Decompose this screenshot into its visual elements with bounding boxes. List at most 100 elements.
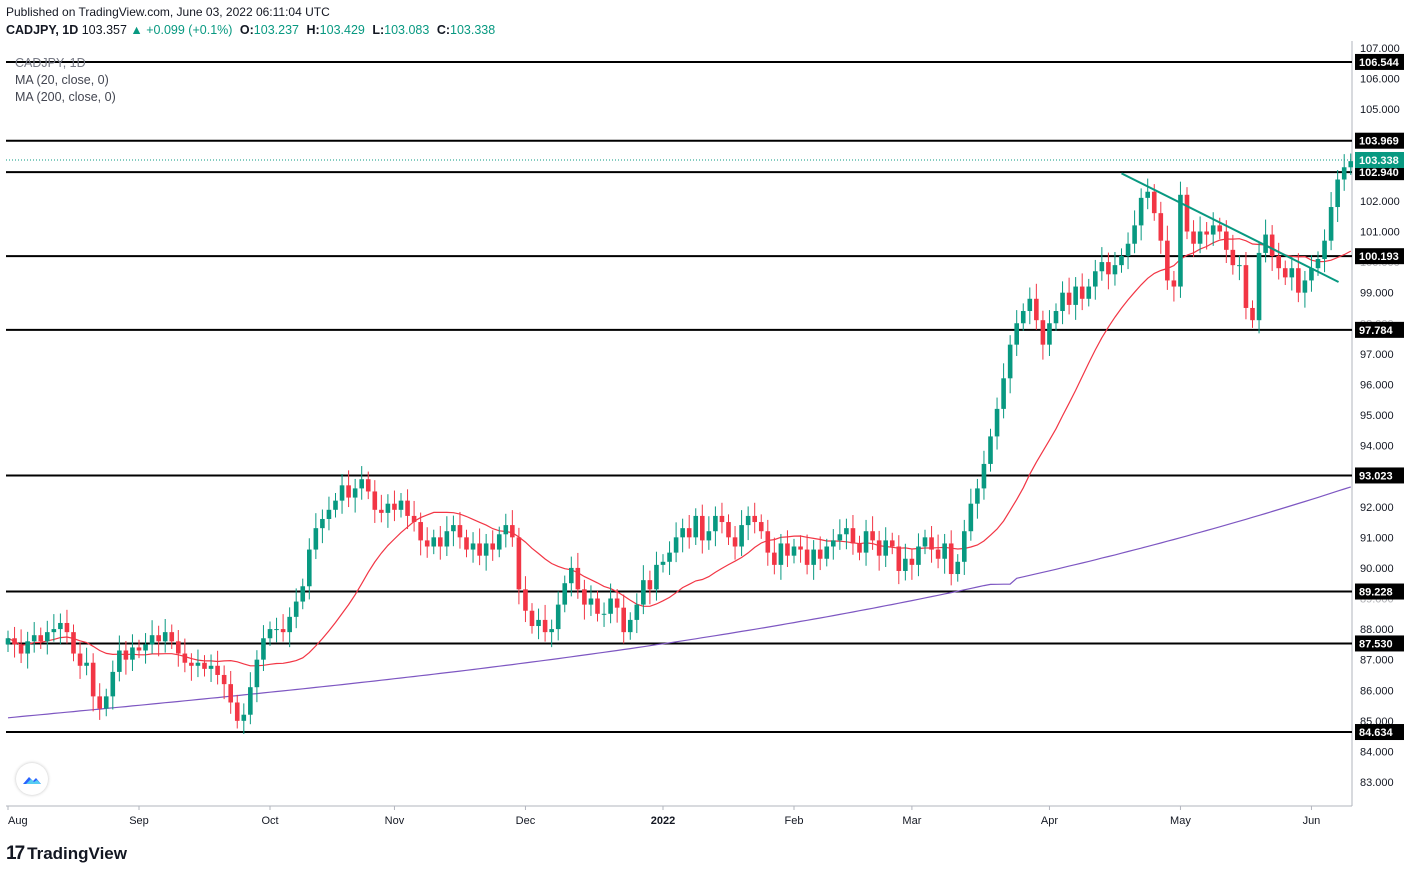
candle-body	[64, 622, 70, 633]
candle-body	[850, 528, 856, 544]
candle-body	[58, 622, 63, 630]
price-tick-label: 87.000	[1360, 655, 1394, 667]
candle-body	[156, 635, 161, 642]
candle-body	[1348, 161, 1354, 168]
ma200-line	[7, 486, 1351, 719]
price-tag-box	[1355, 132, 1404, 149]
candle-body	[948, 543, 954, 575]
candle-body	[804, 549, 810, 565]
candle-body	[143, 644, 148, 651]
candle-body	[215, 665, 220, 675]
candle-body	[280, 629, 286, 633]
candle-body	[601, 613, 607, 615]
candle-body	[837, 534, 843, 541]
price-tag-label: 97.784	[1359, 325, 1394, 337]
price-tick-label: 105.000	[1360, 104, 1400, 116]
tradingview-watermark[interactable]	[16, 763, 48, 795]
price-tag-label: 102.940	[1359, 167, 1399, 179]
price-tick-label: 107.000	[1360, 43, 1400, 55]
candle-body	[307, 549, 312, 587]
candle-body	[975, 488, 980, 504]
candle-body	[1125, 243, 1131, 256]
price-tick-label: 83.000	[1360, 777, 1394, 789]
candle-body	[97, 696, 102, 709]
candle-body	[555, 604, 561, 630]
candle-body	[680, 528, 685, 538]
price-tag-box	[1355, 321, 1404, 338]
price-tick-label: 95.000	[1360, 410, 1394, 422]
candle-body	[654, 564, 659, 590]
candle-body	[706, 531, 712, 541]
plot-border	[6, 41, 1353, 807]
candle-body	[1020, 311, 1026, 324]
candle-body	[857, 543, 862, 553]
legend-ma200[interactable]: MA (200, close, 0)	[15, 90, 116, 104]
open-value: 103.237	[253, 23, 299, 37]
candle-body	[595, 598, 600, 614]
candle-body	[1250, 307, 1255, 321]
candle-body	[1335, 179, 1340, 208]
candle-body	[470, 543, 476, 550]
price-tick-label: 91.000	[1360, 532, 1394, 544]
candle-body	[831, 540, 836, 547]
candle-body	[359, 479, 364, 489]
price-tick-label: 106.000	[1360, 74, 1400, 86]
time-tick-label: Dec	[516, 815, 536, 827]
candle-body	[1302, 280, 1308, 293]
current-price-tag	[1355, 151, 1404, 168]
candle-body	[1230, 249, 1236, 266]
candle-body	[523, 589, 528, 611]
candle-body	[693, 515, 699, 538]
candle-body	[1269, 234, 1275, 256]
candle-body	[1073, 286, 1078, 305]
candle-body	[968, 503, 974, 532]
price-tag-box	[1355, 635, 1404, 652]
candle-body	[267, 629, 273, 639]
candle-body	[418, 522, 423, 541]
close-key: C:	[436, 23, 451, 37]
candle-body	[379, 509, 384, 513]
price-tag-label: 84.634	[1359, 727, 1394, 739]
time-tick-label: Nov	[385, 815, 405, 827]
candle-body	[981, 463, 987, 489]
candle-body	[1106, 262, 1111, 275]
candle-body	[791, 546, 797, 556]
tradingview-logo[interactable]: 17 TradingView	[6, 843, 127, 865]
indicator-legend: CADJPY, 1D MA (20, close, 0) MA (200, cl…	[15, 55, 116, 106]
candle-body	[261, 638, 266, 660]
candle-body	[889, 540, 895, 547]
candle-body	[313, 528, 319, 550]
candle-body	[1210, 225, 1216, 235]
candle-body	[1007, 344, 1013, 379]
ma20-line	[7, 238, 1352, 667]
candle-body	[1237, 265, 1242, 267]
candle-body	[1178, 194, 1183, 287]
candle-body	[1145, 191, 1150, 198]
candle-body	[1047, 323, 1052, 345]
candle-body	[293, 601, 299, 617]
price-tag-box	[1355, 53, 1404, 70]
candle-body	[614, 598, 620, 608]
candle-body	[542, 619, 548, 633]
candle-body	[1014, 323, 1019, 345]
candle-body	[45, 632, 50, 642]
price-tick-label: 99.000	[1360, 288, 1394, 300]
price-chart[interactable]: 83.00084.00085.00086.00087.00088.00089.0…	[0, 40, 1412, 840]
candle-body	[713, 515, 718, 532]
candle-body	[1066, 292, 1072, 305]
legend-ma20[interactable]: MA (20, close, 0)	[15, 73, 109, 87]
time-tick-label: 2022	[651, 815, 675, 827]
candle-body	[234, 702, 240, 721]
candle-body	[922, 537, 928, 547]
candle-body	[333, 500, 338, 510]
price-tick-label: 97.000	[1360, 349, 1394, 361]
candle-body	[772, 552, 777, 565]
candle-body	[660, 561, 666, 565]
candle-body	[1315, 259, 1321, 269]
price-tick-label: 96.000	[1360, 379, 1394, 391]
candle-body	[130, 647, 135, 660]
candle-body	[745, 515, 751, 526]
candle-body	[457, 525, 463, 538]
candle-body	[1217, 225, 1223, 232]
candle-body	[1204, 231, 1209, 235]
